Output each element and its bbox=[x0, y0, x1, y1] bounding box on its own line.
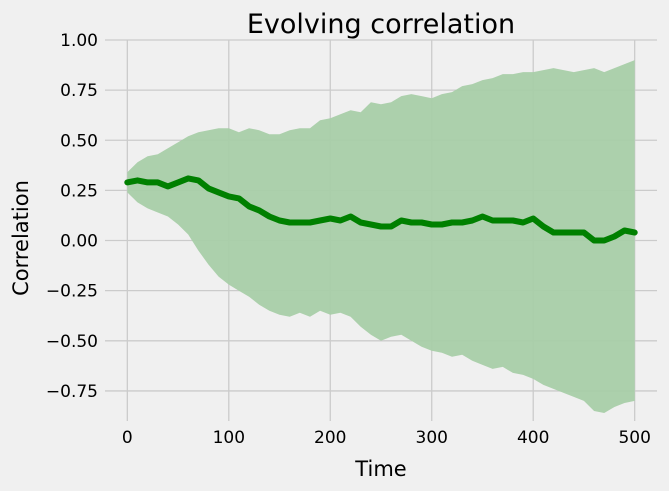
y-tick-label: 1.00 bbox=[60, 31, 98, 51]
y-tick-label: 0.00 bbox=[60, 232, 98, 252]
y-tick-label: −0.25 bbox=[46, 282, 98, 302]
y-tick-label: 0.50 bbox=[60, 131, 98, 151]
x-tick-label: 500 bbox=[618, 428, 650, 448]
x-axis-label: Time bbox=[354, 457, 406, 481]
x-tick-labels: 0 100 200 300 400 500 bbox=[122, 428, 651, 448]
y-axis-label: Correlation bbox=[9, 180, 33, 296]
x-tick-label: 0 bbox=[122, 428, 133, 448]
y-tick-label: 0.75 bbox=[60, 81, 98, 101]
chart-title: Evolving correlation bbox=[247, 9, 515, 40]
x-tick-label: 100 bbox=[213, 428, 245, 448]
x-tick-label: 400 bbox=[517, 428, 549, 448]
y-tick-labels: −0.75 −0.50 −0.25 0.00 0.25 0.50 0.75 1.00 bbox=[46, 31, 98, 402]
confidence-band bbox=[127, 60, 635, 413]
y-tick-label: −0.50 bbox=[46, 332, 98, 352]
correlation-line bbox=[124, 175, 638, 244]
x-tick-label: 300 bbox=[416, 428, 448, 448]
x-tick-label: 200 bbox=[314, 428, 346, 448]
y-tick-label: −0.75 bbox=[46, 382, 98, 402]
y-tick-label: 0.25 bbox=[60, 181, 98, 201]
